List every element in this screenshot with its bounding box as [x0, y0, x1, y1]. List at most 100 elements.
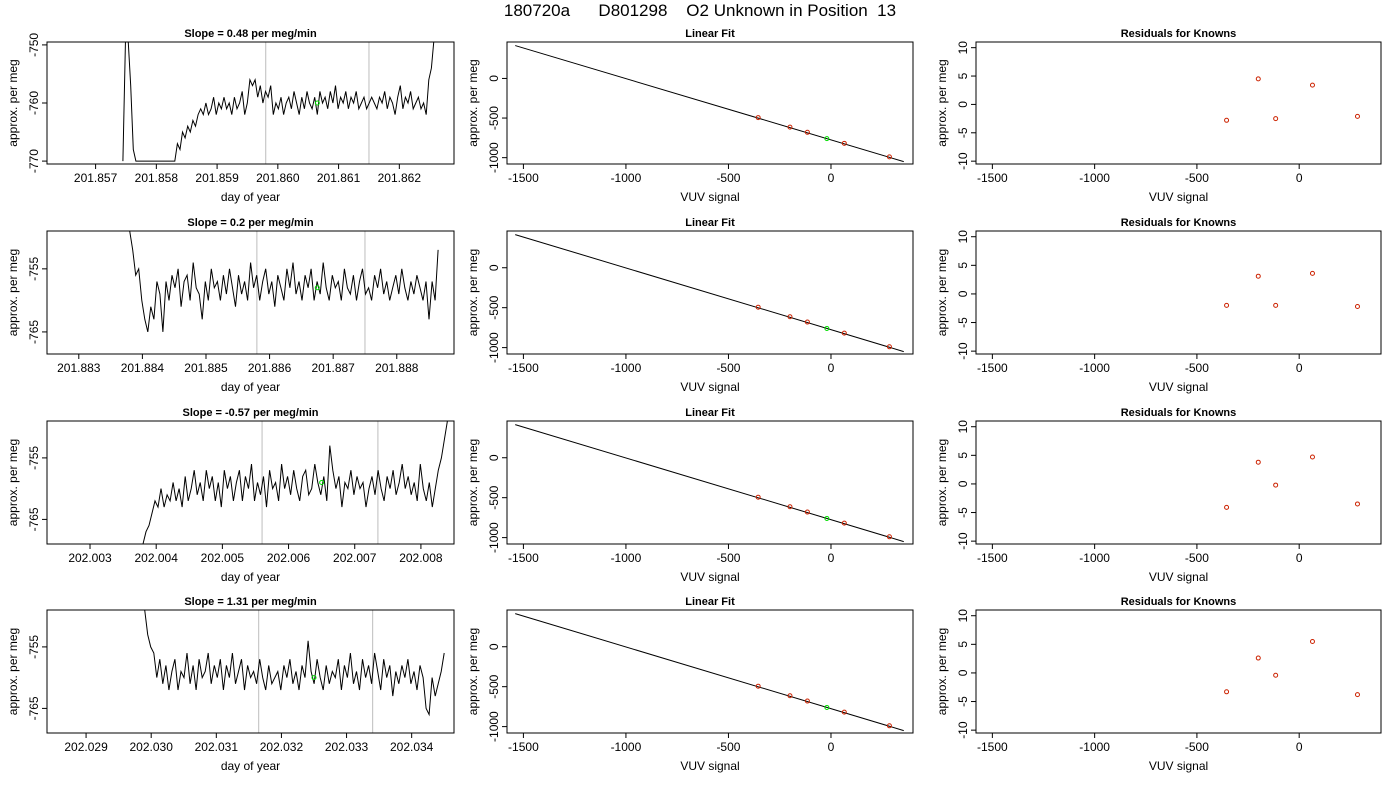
y-tick-label: -1000 — [487, 522, 501, 553]
y-tick-label: -10 — [956, 721, 970, 739]
y-tick-label: -760 — [27, 91, 41, 115]
known-point — [787, 124, 793, 130]
known-point — [1224, 689, 1230, 695]
y-tick-label: -5 — [956, 696, 970, 707]
panel-title: Linear Fit — [685, 217, 735, 229]
x-tick-label: 202.006 — [267, 551, 311, 565]
x-axis-label: day of year — [221, 190, 280, 204]
unknown-point — [311, 675, 317, 681]
y-tick-label: 0 — [956, 101, 970, 108]
x-axis-label: VUV signal — [680, 759, 739, 773]
panel-r3-resid: Residuals for Knowns -1500 -1000 -500 0 -10 -5… — [935, 407, 1382, 584]
plot-frame — [975, 230, 1382, 355]
y-tick-label: -10 — [956, 152, 970, 170]
x-tick-label: 0 — [1296, 740, 1303, 754]
y-tick-label: 10 — [956, 609, 970, 623]
y-tick-label: -770 — [27, 149, 41, 173]
plot-area — [1224, 638, 1360, 698]
fit-line — [515, 613, 904, 732]
panel-title: Linear Fit — [685, 407, 735, 419]
y-tick-label: -765 — [27, 507, 41, 531]
panel-r2-time: Slope = 0.2 per meg/min 201.883 201.884 201… — [6, 217, 455, 394]
y-tick-label: 0 — [487, 264, 501, 271]
y-axis-label: approx. per meg — [935, 249, 949, 336]
known-point — [1255, 655, 1261, 661]
signal-trace — [144, 610, 445, 717]
x-tick-label: 202.032 — [260, 740, 304, 754]
x-tick-label: 202.034 — [390, 740, 434, 754]
plot-frame — [46, 230, 455, 355]
x-axis-label: day of year — [221, 759, 280, 773]
signal-trace — [142, 421, 448, 544]
known-point — [886, 534, 892, 540]
y-tick-label: 10 — [956, 41, 970, 55]
y-tick-label: -500 — [487, 674, 501, 698]
x-tick-label: -500 — [1185, 171, 1209, 185]
y-axis-label: approx. per meg — [466, 439, 480, 526]
x-axis-label: VUV signal — [680, 380, 739, 394]
known-point — [1255, 459, 1261, 465]
x-tick-label: 202.003 — [68, 551, 112, 565]
unknown-point — [824, 704, 830, 710]
panel-r4-resid: Residuals for Knowns -1500 -1000 -500 0 -10 -5… — [935, 596, 1382, 773]
known-point — [1273, 672, 1279, 678]
known-point — [787, 693, 793, 699]
plot-area — [515, 613, 904, 732]
y-tick-label: -1000 — [487, 711, 501, 742]
x-tick-label: -1500 — [508, 171, 539, 185]
panel-title: Residuals for Knowns — [1121, 28, 1237, 40]
known-point — [1273, 302, 1279, 308]
x-tick-label: 201.888 — [375, 361, 419, 375]
plot-area — [129, 231, 439, 333]
known-point — [886, 344, 892, 350]
x-tick-label: -1500 — [508, 740, 539, 754]
x-tick-label: 202.029 — [64, 740, 108, 754]
x-tick-label: -500 — [716, 361, 740, 375]
y-axis-label: approx. per meg — [935, 628, 949, 715]
known-point — [1255, 76, 1261, 82]
known-point — [1309, 638, 1315, 644]
panel-title: Slope = 1.31 per meg/min — [184, 596, 317, 608]
x-tick-label: -1000 — [611, 171, 642, 185]
y-tick-label: 10 — [956, 230, 970, 244]
x-tick-label: -1000 — [611, 740, 642, 754]
known-point — [841, 709, 847, 715]
y-tick-label: -755 — [27, 446, 41, 470]
y-tick-label: 0 — [487, 75, 501, 82]
x-tick-label: 202.033 — [325, 740, 369, 754]
x-tick-label: 0 — [1296, 551, 1303, 565]
x-tick-label: 0 — [828, 740, 835, 754]
panel-title: Linear Fit — [685, 28, 735, 40]
y-axis-label: approx. per meg — [6, 249, 20, 336]
plot-area — [515, 234, 904, 353]
x-tick-label: -1500 — [977, 171, 1008, 185]
x-tick-label: 0 — [828, 551, 835, 565]
x-tick-label: 0 — [828, 171, 835, 185]
plot-area — [1224, 454, 1360, 510]
y-tick-label: -500 — [487, 106, 501, 130]
y-axis-label: approx. per meg — [935, 59, 949, 146]
panel-r2-resid: Residuals for Knowns -1500 -1000 -500 0 -10 -5… — [935, 217, 1382, 394]
x-tick-label: -1500 — [508, 361, 539, 375]
y-tick-label: 0 — [956, 290, 970, 297]
x-tick-label: 0 — [828, 361, 835, 375]
x-tick-label: 201.858 — [135, 171, 179, 185]
known-point — [841, 520, 847, 526]
page-title: 180720a D801298 O2 Unknown in Position 1… — [503, 1, 897, 20]
unknown-point — [824, 136, 830, 142]
x-axis-label: VUV signal — [680, 570, 739, 584]
x-tick-label: -1000 — [1079, 740, 1110, 754]
x-tick-label: 202.031 — [195, 740, 239, 754]
x-axis-label: VUV signal — [1149, 570, 1208, 584]
panel-title: Linear Fit — [685, 596, 735, 608]
known-point — [787, 314, 793, 320]
panel-r1-fit: Linear Fit -1500 -1000 -500 0 -1000 -500 0 VUV s… — [466, 28, 914, 204]
panel-title: Slope = 0.48 per meg/min — [184, 28, 317, 40]
x-tick-label: 201.859 — [195, 171, 239, 185]
x-axis-label: day of year — [221, 570, 280, 584]
y-tick-label: -755 — [27, 635, 41, 659]
known-point — [755, 115, 761, 121]
x-tick-label: -500 — [716, 740, 740, 754]
x-tick-label: -500 — [1185, 551, 1209, 565]
